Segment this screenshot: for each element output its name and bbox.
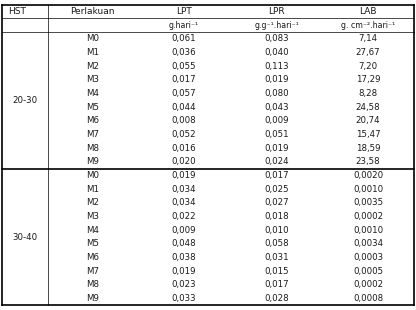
Text: M4: M4 <box>86 226 99 235</box>
Text: 15,47: 15,47 <box>356 130 381 139</box>
Text: 0,008: 0,008 <box>172 116 196 125</box>
Text: 0,036: 0,036 <box>172 48 196 57</box>
Text: 0,040: 0,040 <box>264 48 289 57</box>
Text: 0,034: 0,034 <box>172 185 196 194</box>
Text: 0,009: 0,009 <box>172 226 196 235</box>
Text: 0,061: 0,061 <box>172 34 196 43</box>
Text: 0,0035: 0,0035 <box>353 198 383 207</box>
Text: 27,67: 27,67 <box>356 48 381 57</box>
Text: 0,025: 0,025 <box>264 185 289 194</box>
Text: 0,038: 0,038 <box>172 253 196 262</box>
Text: 0,028: 0,028 <box>264 294 289 303</box>
Text: 0,034: 0,034 <box>172 198 196 207</box>
Text: 0,051: 0,051 <box>264 130 289 139</box>
Text: 0,0020: 0,0020 <box>353 171 383 180</box>
Text: M1: M1 <box>86 185 99 194</box>
Text: 0,019: 0,019 <box>265 144 289 153</box>
Text: 24,58: 24,58 <box>356 103 381 112</box>
Text: g.g⁻¹.hari⁻¹: g.g⁻¹.hari⁻¹ <box>254 21 299 30</box>
Text: 0,016: 0,016 <box>172 144 196 153</box>
Text: 0,0010: 0,0010 <box>353 185 383 194</box>
Text: g. cm⁻².hari⁻¹: g. cm⁻².hari⁻¹ <box>341 21 395 30</box>
Text: M3: M3 <box>86 212 99 221</box>
Text: 0,018: 0,018 <box>264 212 289 221</box>
Text: M7: M7 <box>86 267 99 276</box>
Text: M9: M9 <box>86 294 99 303</box>
Text: 0,043: 0,043 <box>264 103 289 112</box>
Text: M9: M9 <box>86 157 99 166</box>
Text: 20,74: 20,74 <box>356 116 381 125</box>
Text: M0: M0 <box>86 171 99 180</box>
Text: M2: M2 <box>86 62 99 71</box>
Text: 0,009: 0,009 <box>265 116 289 125</box>
Text: 0,113: 0,113 <box>264 62 289 71</box>
Text: M6: M6 <box>86 116 99 125</box>
Text: 0,0005: 0,0005 <box>353 267 383 276</box>
Text: 0,0002: 0,0002 <box>353 280 383 289</box>
Text: 0,083: 0,083 <box>264 34 289 43</box>
Text: 0,058: 0,058 <box>264 239 289 248</box>
Text: 0,017: 0,017 <box>264 171 289 180</box>
Text: 0,044: 0,044 <box>172 103 196 112</box>
Text: 8,28: 8,28 <box>359 89 378 98</box>
Text: 0,048: 0,048 <box>172 239 196 248</box>
Text: M8: M8 <box>86 144 99 153</box>
Text: 0,057: 0,057 <box>172 89 196 98</box>
Text: 0,055: 0,055 <box>172 62 196 71</box>
Text: 0,024: 0,024 <box>264 157 289 166</box>
Text: 0,022: 0,022 <box>172 212 196 221</box>
Text: M5: M5 <box>86 239 99 248</box>
Text: 0,0003: 0,0003 <box>353 253 383 262</box>
Text: 0,017: 0,017 <box>172 75 196 84</box>
Text: 17,29: 17,29 <box>356 75 380 84</box>
Text: M7: M7 <box>86 130 99 139</box>
Text: 0,027: 0,027 <box>264 198 289 207</box>
Text: M4: M4 <box>86 89 99 98</box>
Text: 0,052: 0,052 <box>172 130 196 139</box>
Text: HST: HST <box>8 7 26 16</box>
Text: 7,20: 7,20 <box>359 62 378 71</box>
Text: g.hari⁻¹: g.hari⁻¹ <box>169 21 199 30</box>
Text: 0,019: 0,019 <box>172 267 196 276</box>
Text: 18,59: 18,59 <box>356 144 380 153</box>
Text: 0,015: 0,015 <box>264 267 289 276</box>
Text: LPR: LPR <box>268 7 285 16</box>
Text: 0,019: 0,019 <box>172 171 196 180</box>
Text: M5: M5 <box>86 103 99 112</box>
Text: 0,0008: 0,0008 <box>353 294 383 303</box>
Text: M0: M0 <box>86 34 99 43</box>
Text: M8: M8 <box>86 280 99 289</box>
Text: 0,017: 0,017 <box>264 280 289 289</box>
Text: LPT: LPT <box>176 7 192 16</box>
Text: 0,020: 0,020 <box>172 157 196 166</box>
Text: M2: M2 <box>86 198 99 207</box>
Text: 7,14: 7,14 <box>359 34 378 43</box>
Text: 0,080: 0,080 <box>264 89 289 98</box>
Text: M6: M6 <box>86 253 99 262</box>
Text: 0,0034: 0,0034 <box>353 239 383 248</box>
Text: M1: M1 <box>86 48 99 57</box>
Text: 0,0002: 0,0002 <box>353 212 383 221</box>
Text: 0,019: 0,019 <box>265 75 289 84</box>
Text: LAB: LAB <box>359 7 377 16</box>
Text: 0,023: 0,023 <box>172 280 196 289</box>
Text: M3: M3 <box>86 75 99 84</box>
Text: 30-40: 30-40 <box>12 232 37 241</box>
Text: 0,033: 0,033 <box>172 294 196 303</box>
Text: 0,0010: 0,0010 <box>353 226 383 235</box>
Text: 20-30: 20-30 <box>12 96 37 105</box>
Text: 0,031: 0,031 <box>264 253 289 262</box>
Text: 23,58: 23,58 <box>356 157 381 166</box>
Text: Perlakuan: Perlakuan <box>70 7 115 16</box>
Text: 0,010: 0,010 <box>264 226 289 235</box>
